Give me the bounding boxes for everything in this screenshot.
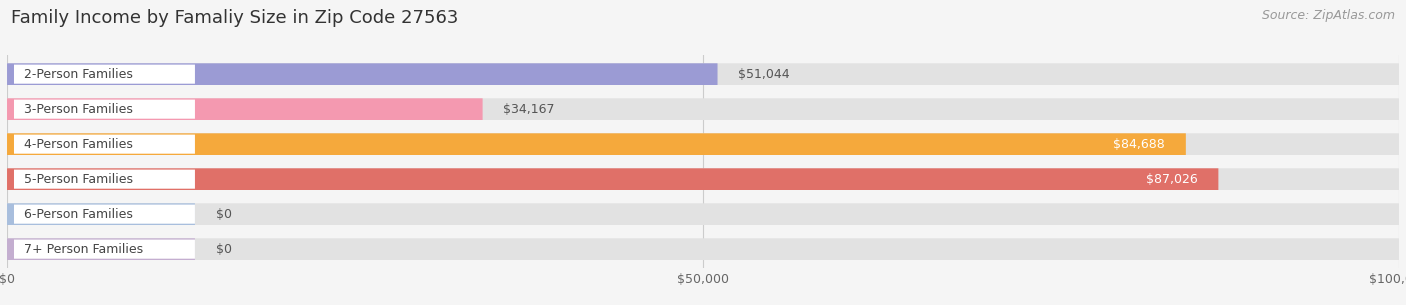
FancyBboxPatch shape [14,135,195,154]
Text: $84,688: $84,688 [1114,138,1166,151]
Text: 2-Person Families: 2-Person Families [24,68,132,81]
FancyBboxPatch shape [14,170,195,189]
FancyBboxPatch shape [7,63,717,85]
FancyBboxPatch shape [7,98,482,120]
Text: Source: ZipAtlas.com: Source: ZipAtlas.com [1261,9,1395,22]
Text: $87,026: $87,026 [1146,173,1198,186]
FancyBboxPatch shape [14,65,195,84]
FancyBboxPatch shape [7,168,1399,190]
FancyBboxPatch shape [7,238,195,260]
Text: 4-Person Families: 4-Person Families [24,138,132,151]
Text: 7+ Person Families: 7+ Person Families [24,243,143,256]
FancyBboxPatch shape [7,98,1399,120]
FancyBboxPatch shape [14,100,195,119]
FancyBboxPatch shape [7,133,1399,155]
Text: 5-Person Families: 5-Person Families [24,173,132,186]
FancyBboxPatch shape [7,133,1185,155]
Text: $0: $0 [217,208,232,221]
Text: 6-Person Families: 6-Person Families [24,208,132,221]
FancyBboxPatch shape [7,238,1399,260]
Text: $51,044: $51,044 [738,68,790,81]
Text: $0: $0 [217,243,232,256]
FancyBboxPatch shape [14,240,195,259]
FancyBboxPatch shape [7,168,1219,190]
Text: 3-Person Families: 3-Person Families [24,103,132,116]
Text: $34,167: $34,167 [503,103,555,116]
Text: Family Income by Famaliy Size in Zip Code 27563: Family Income by Famaliy Size in Zip Cod… [11,9,458,27]
FancyBboxPatch shape [14,205,195,224]
FancyBboxPatch shape [7,203,195,225]
FancyBboxPatch shape [7,203,1399,225]
FancyBboxPatch shape [7,63,1399,85]
